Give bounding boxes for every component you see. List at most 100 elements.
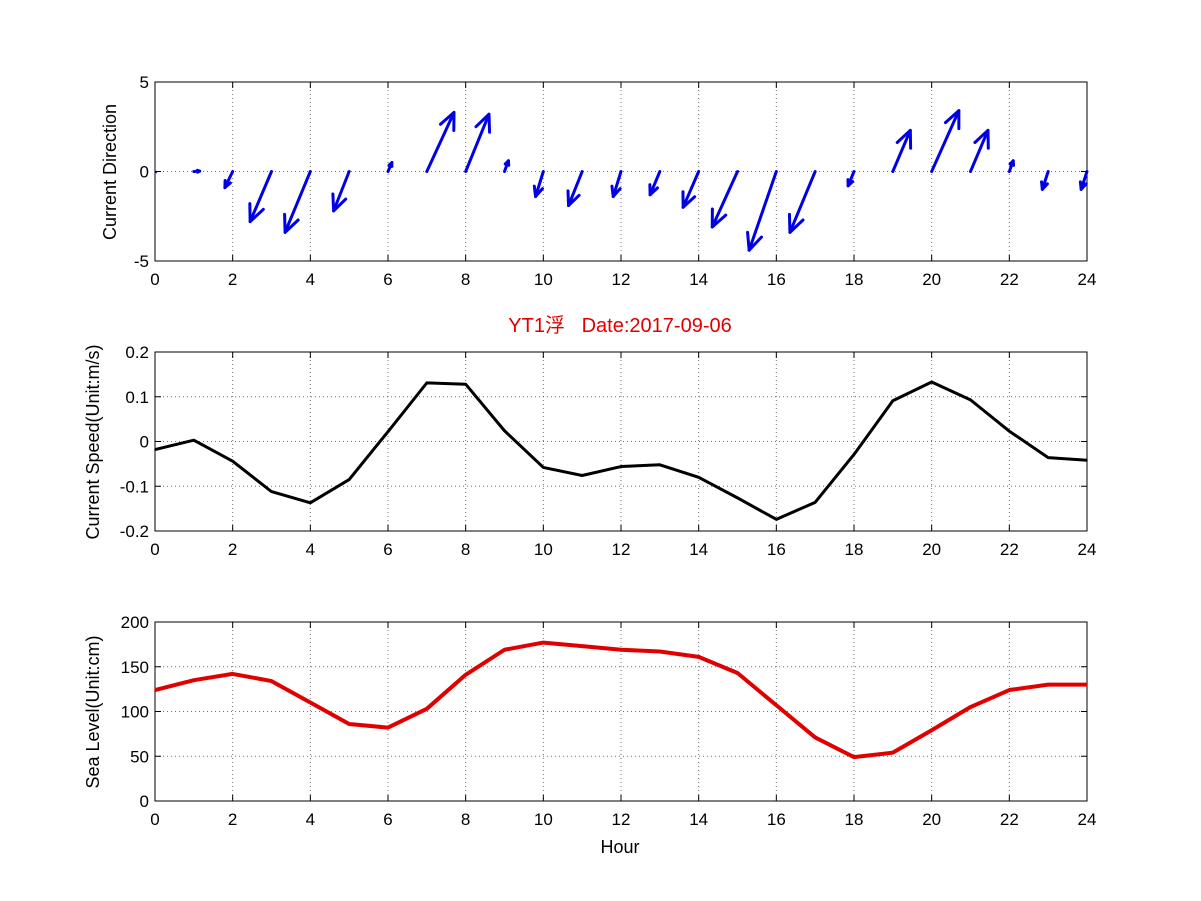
direction-arrow [192, 168, 202, 174]
sea-level-ytick-label: 200 [121, 613, 149, 632]
sea-level-point [387, 726, 389, 729]
sea-level-xtick-label: 22 [1000, 810, 1019, 829]
current-direction-panel: 0 2 4 6 8 10 12 14 16 18 20 22 24-505 Current Direct… [100, 73, 1096, 289]
current-direction-xtick-label: 20 [922, 270, 941, 289]
sea-level-point [775, 704, 778, 707]
direction-arrow-shaft [611, 170, 623, 199]
direction-arrow-head [681, 190, 697, 209]
sea-level-point [930, 729, 933, 732]
direction-arrow [969, 128, 990, 173]
sea-level-xtick-label: 12 [612, 810, 631, 829]
current-speed-point [426, 382, 428, 384]
direction-arrow [248, 170, 273, 224]
current-speed-ytick-label: -0.1 [120, 477, 149, 496]
direction-arrow-head [248, 202, 265, 224]
sea-level-point [581, 645, 583, 647]
current-speed-point [659, 463, 661, 466]
sea-level-point [736, 672, 739, 674]
direction-arrow-head [532, 184, 544, 199]
current-speed-xtick-label: 18 [845, 540, 864, 559]
direction-arrow [681, 170, 701, 209]
current-speed-xtick-label: 14 [689, 540, 708, 559]
current-speed-point [814, 501, 816, 504]
sea-level-ytick-label: 50 [130, 747, 149, 766]
current-speed-xtick-label: 24 [1078, 540, 1097, 559]
current-direction-ylabel: Current Direction [100, 104, 120, 240]
sea-level-ytick-label: 150 [121, 658, 149, 677]
current-speed-point [464, 383, 467, 386]
current-speed-point [969, 399, 972, 401]
sea-level-xtick-label: 0 [150, 810, 159, 829]
current-speed-ticks: 0 2 4 6 8 10 12 14 16 18 20 22 24-0.2-0.100.10.2 [120, 343, 1097, 559]
direction-arrow-shaft [969, 128, 990, 173]
current-speed-ytick-label: -0.2 [120, 522, 149, 541]
direction-arrow-shaft [534, 170, 545, 199]
direction-arrow [746, 170, 778, 252]
sea-level-ytick-label: 0 [140, 792, 149, 811]
sea-level-ylabel: Sea Level(Unit:cm) [83, 635, 103, 788]
chart-title: YT1浮 Date:2017-09-06 [508, 314, 731, 337]
direction-arrow-shaft [681, 170, 701, 209]
sea-level-xtick-label: 2 [228, 810, 237, 829]
sea-level-point [193, 679, 195, 681]
sea-level-point [969, 706, 972, 708]
sea-level-point [154, 689, 156, 691]
sea-level-point [1008, 689, 1011, 691]
sea-level-point [309, 701, 312, 704]
current-direction-ytick-label: 5 [140, 73, 149, 92]
current-speed-ytick-label: 0.2 [125, 343, 149, 362]
direction-arrow-head [438, 110, 456, 132]
direction-arrow-shaft [788, 170, 817, 234]
current-direction-xtick-label: 24 [1078, 270, 1097, 289]
current-speed-xtick-label: 22 [1000, 540, 1019, 559]
current-speed-point [775, 518, 778, 521]
direction-arrow-shaft [332, 170, 351, 213]
direction-arrow-head [223, 178, 232, 190]
sea-level-xtick-label: 8 [461, 810, 470, 829]
sea-level-xtick-label: 18 [845, 810, 864, 829]
current-speed-point [193, 439, 195, 441]
direction-arrow-head [895, 128, 913, 150]
current-speed-xtick-label: 10 [534, 540, 553, 559]
current-speed-ytick-label: 0.1 [125, 388, 149, 407]
direction-arrow [787, 170, 817, 234]
current-speed-point [620, 465, 622, 468]
current-speed-xtick-label: 12 [612, 540, 631, 559]
current-speed-point [231, 460, 234, 462]
direction-arrow-head [503, 159, 511, 167]
direction-arrow-shaft [891, 128, 912, 173]
direction-arrow [464, 112, 492, 173]
current-direction-xtick-label: 18 [845, 270, 864, 289]
current-speed-xtick-label: 8 [461, 540, 470, 559]
direction-arrow-head [746, 230, 763, 252]
current-speed-point [736, 497, 739, 499]
direction-arrow [891, 128, 913, 173]
current-direction-xtick-label: 16 [767, 270, 786, 289]
sea-level-point [231, 673, 234, 675]
sea-level-point [503, 648, 506, 651]
current-direction-ytick-label: 0 [140, 163, 149, 182]
direction-arrow-head [648, 183, 659, 197]
sea-level-xtick-label: 24 [1078, 810, 1097, 829]
current-direction-xtick-label: 2 [228, 270, 237, 289]
direction-arrow-head [846, 178, 855, 188]
sea-level-xtick-label: 6 [383, 810, 392, 829]
current-speed-series [154, 380, 1088, 521]
current-speed-xtick-label: 4 [306, 540, 315, 559]
current-direction-ticks: 0 2 4 6 8 10 12 14 16 18 20 22 24-505 [134, 73, 1097, 289]
current-speed-point [154, 448, 156, 451]
sea-level-point [542, 641, 545, 644]
current-direction-xtick-label: 10 [534, 270, 553, 289]
direction-arrow [532, 170, 545, 199]
direction-arrow-head [1078, 180, 1088, 191]
current-speed-point [892, 399, 894, 402]
current-direction-xtick-label: 14 [689, 270, 708, 289]
direction-arrow [503, 159, 511, 173]
sea-level-ytick-label: 100 [121, 703, 149, 722]
current-speed-xtick-label: 2 [228, 540, 237, 559]
sea-level-xtick-label: 16 [767, 810, 786, 829]
sea-level-point [426, 708, 428, 710]
current-speed-panel: 0 2 4 6 8 10 12 14 16 18 20 22 24-0.2-0.100.10.2 Cur… [83, 343, 1096, 559]
